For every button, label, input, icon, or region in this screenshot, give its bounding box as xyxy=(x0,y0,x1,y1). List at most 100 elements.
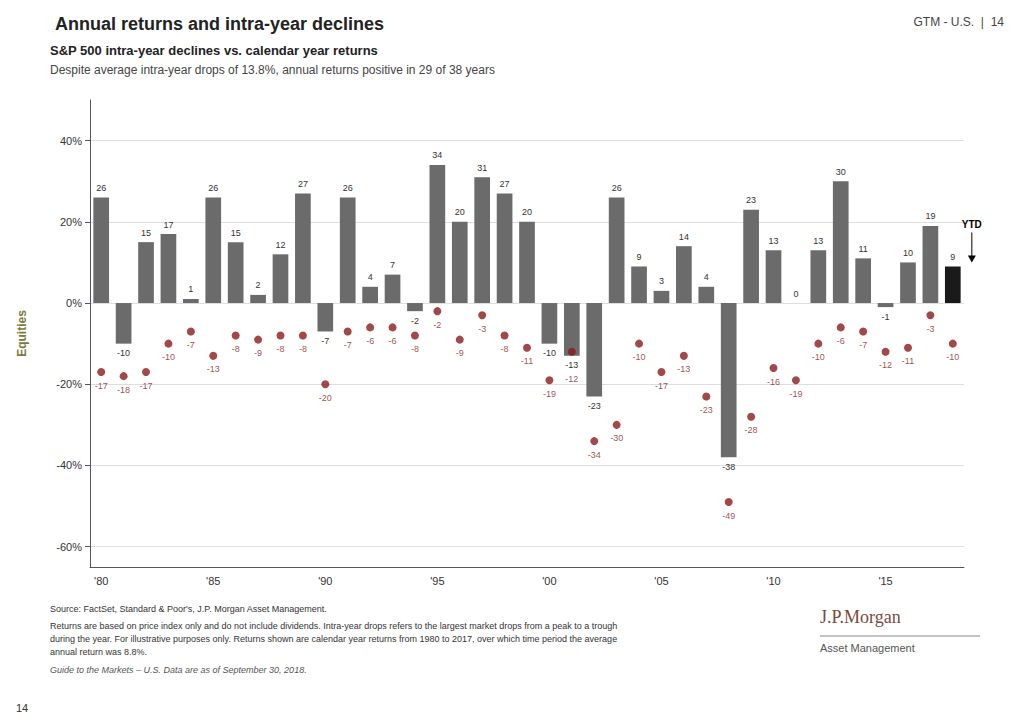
svg-text:-10: -10 xyxy=(946,352,959,362)
svg-text:-7: -7 xyxy=(187,340,195,350)
svg-text:Asset Management: Asset Management xyxy=(820,642,915,654)
svg-text:'95: '95 xyxy=(430,575,444,587)
svg-text:-20%: -20% xyxy=(56,378,82,390)
svg-text:Annual returns and intra-year: Annual returns and intra-year declines xyxy=(55,14,384,34)
svg-text:-10: -10 xyxy=(543,348,556,358)
svg-text:-11: -11 xyxy=(902,356,914,366)
svg-text:-6: -6 xyxy=(366,336,374,346)
svg-text:-17: -17 xyxy=(140,381,153,391)
svg-text:-19: -19 xyxy=(543,389,556,399)
svg-text:17: 17 xyxy=(163,220,173,230)
svg-text:3: 3 xyxy=(659,276,664,286)
svg-text:13: 13 xyxy=(813,236,823,246)
svg-text:14: 14 xyxy=(16,702,28,714)
svg-text:26: 26 xyxy=(343,183,353,193)
svg-text:during the year. For illustrat: during the year. For illustrative purpos… xyxy=(50,634,617,644)
svg-text:J.P.Morgan: J.P.Morgan xyxy=(820,607,901,627)
svg-text:1: 1 xyxy=(188,284,193,294)
svg-text:-8: -8 xyxy=(276,344,284,354)
svg-text:-34: -34 xyxy=(588,450,601,460)
svg-text:'10: '10 xyxy=(766,575,780,587)
svg-text:'80: '80 xyxy=(94,575,108,587)
svg-text:23: 23 xyxy=(746,195,756,205)
svg-text:'05: '05 xyxy=(654,575,668,587)
svg-text:-6: -6 xyxy=(389,336,397,346)
svg-text:34: 34 xyxy=(432,150,442,160)
svg-text:7: 7 xyxy=(390,260,395,270)
svg-text:-8: -8 xyxy=(232,344,240,354)
svg-text:Equities: Equities xyxy=(15,310,29,357)
svg-text:26: 26 xyxy=(612,183,622,193)
svg-text:31: 31 xyxy=(477,163,487,173)
svg-text:'90: '90 xyxy=(318,575,332,587)
svg-text:-8: -8 xyxy=(411,344,419,354)
svg-text:10: 10 xyxy=(903,248,913,258)
svg-text:-12: -12 xyxy=(565,374,578,384)
svg-text:11: 11 xyxy=(858,244,867,254)
svg-text:-9: -9 xyxy=(254,348,262,358)
svg-text:-1: -1 xyxy=(882,312,890,322)
svg-text:-16: -16 xyxy=(767,377,780,387)
svg-text:-49: -49 xyxy=(722,511,735,521)
svg-text:4: 4 xyxy=(368,272,373,282)
svg-text:YTD: YTD xyxy=(962,219,982,230)
svg-text:27: 27 xyxy=(298,179,308,189)
svg-text:26: 26 xyxy=(96,183,106,193)
svg-text:12: 12 xyxy=(275,240,285,250)
svg-text:20%: 20% xyxy=(60,216,82,228)
svg-text:-60%: -60% xyxy=(56,541,82,553)
svg-text:20: 20 xyxy=(455,207,465,217)
svg-text:-10: -10 xyxy=(812,352,825,362)
svg-text:-17: -17 xyxy=(655,381,668,391)
svg-text:9: 9 xyxy=(950,252,955,262)
svg-text:20: 20 xyxy=(522,207,532,217)
svg-text:-13: -13 xyxy=(207,364,220,374)
svg-text:Returns are based on price ind: Returns are based on price index only an… xyxy=(50,621,617,631)
svg-text:-3: -3 xyxy=(926,324,934,334)
svg-text:-2: -2 xyxy=(433,320,441,330)
svg-text:-23: -23 xyxy=(588,401,601,411)
svg-text:4: 4 xyxy=(704,272,709,282)
svg-text:-11: -11 xyxy=(521,356,533,366)
svg-text:30: 30 xyxy=(836,167,846,177)
svg-text:-10: -10 xyxy=(117,348,130,358)
svg-text:-40%: -40% xyxy=(56,459,82,471)
svg-text:-13: -13 xyxy=(565,360,578,370)
svg-text:Despite average intra-year dro: Despite average intra-year drops of 13.8… xyxy=(50,63,495,77)
svg-text:-7: -7 xyxy=(321,336,329,346)
svg-text:-23: -23 xyxy=(700,405,713,415)
svg-text:-18: -18 xyxy=(117,385,130,395)
svg-text:26: 26 xyxy=(208,183,218,193)
svg-text:-28: -28 xyxy=(745,425,758,435)
svg-text:0%: 0% xyxy=(66,297,82,309)
svg-text:-9: -9 xyxy=(456,348,464,358)
svg-text:'85: '85 xyxy=(206,575,220,587)
svg-text:-8: -8 xyxy=(501,344,509,354)
svg-text:-2: -2 xyxy=(411,316,419,326)
svg-text:-3: -3 xyxy=(478,324,486,334)
svg-text:Source: FactSet, Standard & Po: Source: FactSet, Standard & Poor's, J.P.… xyxy=(50,604,327,614)
svg-text:13: 13 xyxy=(769,236,779,246)
svg-text:-10: -10 xyxy=(633,352,646,362)
svg-text:9: 9 xyxy=(637,252,642,262)
svg-text:-20: -20 xyxy=(319,393,332,403)
svg-text:-17: -17 xyxy=(95,381,108,391)
svg-text:0: 0 xyxy=(793,289,798,299)
svg-text:'15: '15 xyxy=(878,575,892,587)
svg-text:-7: -7 xyxy=(344,340,352,350)
svg-text:-13: -13 xyxy=(677,364,690,374)
svg-text:annual return was 8.8%.: annual return was 8.8%. xyxy=(50,647,147,657)
svg-text:GTM - U.S. | 14: GTM - U.S. | 14 xyxy=(914,15,1005,29)
svg-text:15: 15 xyxy=(141,228,151,238)
svg-text:15: 15 xyxy=(231,228,241,238)
svg-text:-8: -8 xyxy=(299,344,307,354)
svg-text:-19: -19 xyxy=(789,389,802,399)
svg-text:S&P 500 intra-year declines vs: S&P 500 intra-year declines vs. calendar… xyxy=(50,43,378,58)
svg-text:Guide to the Markets – U.S. Da: Guide to the Markets – U.S. Data are as … xyxy=(50,665,307,675)
svg-text:40%: 40% xyxy=(60,135,82,147)
svg-text:'00: '00 xyxy=(542,575,556,587)
svg-text:2: 2 xyxy=(256,280,261,290)
svg-text:-7: -7 xyxy=(859,340,867,350)
svg-text:-30: -30 xyxy=(610,433,623,443)
svg-text:14: 14 xyxy=(679,232,689,242)
